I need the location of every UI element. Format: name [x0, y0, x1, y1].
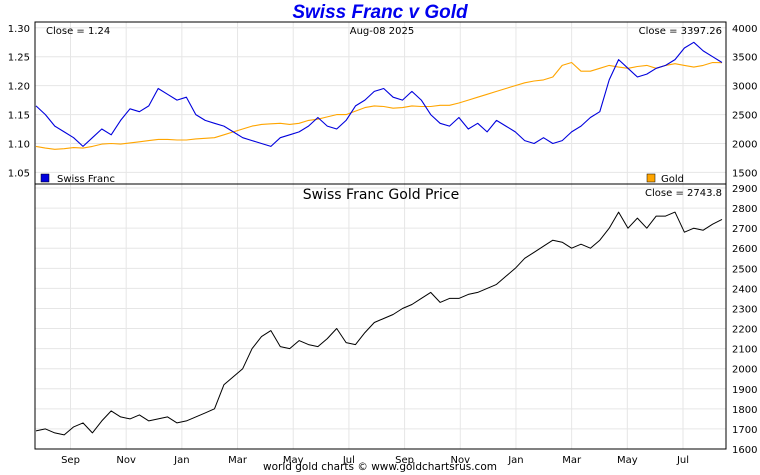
x-tick-label: May	[617, 455, 638, 466]
close-left-label: Close = 1.24	[46, 26, 110, 37]
x-tick-label: Jul	[342, 455, 355, 466]
left-tick-label: 1.15	[8, 111, 30, 122]
x-tick-label: May	[283, 455, 304, 466]
right-tick-label: 2900	[732, 184, 757, 195]
right-tick-label: 3000	[732, 82, 757, 93]
x-tick-label: Jul	[676, 455, 689, 466]
footer-credit: world gold charts © www.goldchartsrus.co…	[263, 461, 497, 473]
chart-title: Swiss Franc v Gold	[292, 2, 468, 23]
legend-label-swiss-franc: Swiss Franc	[57, 174, 115, 185]
right-tick-label: 4000	[732, 24, 757, 35]
right-tick-label: 1600	[732, 445, 757, 456]
top-panel-frame	[34, 21, 727, 185]
right-tick-label: 1700	[732, 425, 757, 436]
swiss-franc-series-line	[35, 41, 723, 147]
x-tick-label: Sep	[61, 455, 80, 466]
right-tick-label: 2700	[732, 224, 757, 235]
x-tick-label: Mar	[228, 455, 248, 466]
swiss-franc-gold-price-line	[35, 211, 723, 436]
gold-series-line	[35, 61, 723, 150]
right-tick-label: 2200	[732, 325, 757, 336]
bottom-panel-frame	[34, 183, 727, 450]
close-right-label: Close = 3397.26	[639, 26, 722, 37]
right-tick-label: 2600	[732, 244, 757, 255]
right-tick-label: 1500	[732, 168, 757, 179]
legend-swatch-gold	[646, 173, 656, 183]
right-tick-label: 1800	[732, 405, 757, 416]
x-tick-label: Jan	[507, 455, 523, 466]
x-tick-label: Mar	[562, 455, 582, 466]
right-tick-label: 2300	[732, 304, 757, 315]
left-tick-label: 1.25	[8, 53, 30, 64]
bottom-panel-title: Swiss Franc Gold Price	[303, 187, 459, 203]
left-tick-label: 1.20	[8, 82, 30, 93]
x-tick-label: Sep	[395, 455, 414, 466]
right-tick-label: 2000	[732, 140, 757, 151]
x-tick-label: Jan	[173, 455, 189, 466]
left-tick-label: 1.30	[8, 24, 30, 35]
right-tick-label: 3500	[732, 53, 757, 64]
right-tick-label: 2100	[732, 345, 757, 356]
left-tick-label: 1.05	[8, 168, 30, 179]
date-label: Aug-08 2025	[350, 26, 415, 37]
x-tick-label: Nov	[116, 455, 136, 466]
right-tick-label: 2500	[732, 264, 757, 275]
left-tick-label: 1.10	[8, 140, 30, 151]
legend-label-gold: Gold	[661, 174, 684, 185]
right-tick-label: 2400	[732, 284, 757, 295]
legend-swatch-swiss-franc	[40, 173, 50, 183]
right-tick-label: 2800	[732, 204, 757, 215]
right-tick-label: 2000	[732, 365, 757, 376]
right-tick-label: 1900	[732, 385, 757, 396]
right-tick-label: 2500	[732, 111, 757, 122]
bottom-close-label: Close = 2743.8	[645, 188, 722, 199]
x-tick-label: Nov	[451, 455, 471, 466]
